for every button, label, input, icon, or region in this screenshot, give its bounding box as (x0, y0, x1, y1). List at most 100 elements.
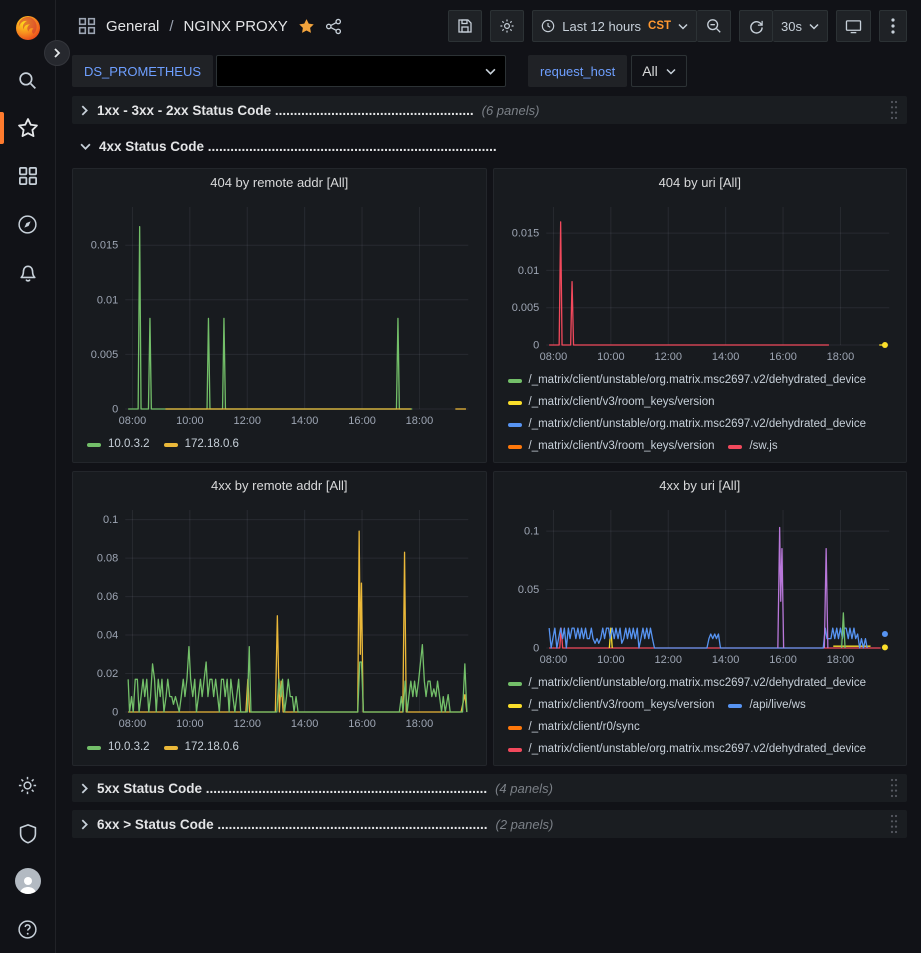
legend-item[interactable]: /_matrix/client/unstable/org.matrix.msc2… (508, 370, 867, 391)
panel-title[interactable]: 4xx by remote addr [All] (83, 478, 476, 500)
row-panel-count: (2 panels) (495, 817, 553, 832)
timeseries-plot[interactable]: 00.050.108:0010:0012:0014:0016:0018:00 (504, 500, 897, 669)
sidebar-item-help[interactable] (0, 905, 56, 953)
variable-value-request-host[interactable]: All (631, 55, 687, 87)
refresh-button[interactable] (739, 10, 773, 42)
breadcrumb-dashboard-title[interactable]: NGINX PROXY (184, 18, 288, 35)
share-icon[interactable] (325, 18, 342, 35)
sidebar-item-configuration[interactable] (0, 761, 56, 809)
time-controls-group: Last 12 hours CST (532, 10, 731, 42)
alerting-bell-icon (18, 262, 38, 283)
svg-text:0.005: 0.005 (91, 349, 119, 361)
grafana-logo-icon (13, 13, 43, 43)
svg-text:0.08: 0.08 (97, 553, 118, 565)
legend-item[interactable]: 10.0.3.2 (87, 737, 150, 758)
timeseries-plot[interactable]: 00.020.040.060.080.108:0010:0012:0014:00… (83, 500, 476, 733)
row-6xx[interactable]: 6xx > Status Code ......................… (72, 810, 907, 838)
row-title: 6xx > Status Code ......................… (97, 817, 487, 832)
svg-text:0: 0 (533, 340, 539, 352)
panel-title[interactable]: 4xx by uri [All] (504, 478, 897, 500)
chevron-right-icon (80, 105, 89, 116)
gear-icon (17, 775, 38, 796)
row-title: 1xx - 3xx - 2xx Status Code ............… (97, 103, 474, 118)
drag-handle-icon[interactable] (889, 777, 899, 799)
legend-item[interactable]: /_matrix/client/r0/sync (508, 717, 640, 738)
sidebar-item-server-admin[interactable] (0, 809, 56, 857)
svg-text:18:00: 18:00 (406, 415, 434, 427)
legend-swatch (508, 423, 522, 427)
svg-text:0: 0 (112, 707, 118, 719)
variable-value-ds-prometheus-redacted[interactable] (216, 55, 506, 87)
svg-text:0.04: 0.04 (97, 630, 118, 642)
row-title: 5xx Status Code ........................… (97, 781, 487, 796)
legend-swatch (164, 443, 178, 447)
legend-item[interactable]: /api/live/ws (728, 695, 805, 716)
legend-item[interactable]: /_matrix/client/v3/room_keys/version (508, 436, 715, 457)
svg-text:0.01: 0.01 (97, 294, 118, 306)
toolbar: Last 12 hours CST 30s (448, 10, 907, 42)
legend-item[interactable]: /_matrix/client/unstable/org.matrix.msc2… (508, 414, 867, 435)
refresh-interval-picker[interactable]: 30s (773, 10, 828, 42)
sidebar-item-profile[interactable] (0, 857, 56, 905)
kebab-menu-button[interactable] (879, 10, 907, 42)
svg-text:14:00: 14:00 (711, 351, 739, 363)
legend-swatch (508, 379, 522, 383)
cycle-view-mode-button[interactable] (836, 10, 871, 42)
drag-handle-icon[interactable] (889, 813, 899, 835)
dashboard-body: 1xx - 3xx - 2xx Status Code ............… (56, 90, 921, 838)
row-5xx[interactable]: 5xx Status Code ........................… (72, 774, 907, 802)
breadcrumb-section[interactable]: General (106, 18, 159, 35)
sidebar-item-alerting[interactable] (0, 248, 56, 296)
zoom-out-button[interactable] (697, 10, 731, 42)
legend-item[interactable]: 172.18.0.6 (164, 737, 239, 758)
panel-legend: /_matrix/client/unstable/org.matrix.msc2… (504, 366, 897, 458)
chevron-down-icon (80, 142, 91, 151)
legend-item[interactable]: /_matrix/client/unstable/org.matrix.msc2… (508, 673, 867, 694)
row-1xx-3xx-2xx[interactable]: 1xx - 3xx - 2xx Status Code ............… (72, 96, 907, 124)
save-icon (457, 18, 473, 34)
dashboards-grid-icon (18, 166, 38, 186)
sidebar-item-starred[interactable] (0, 104, 56, 152)
refresh-interval-label: 30s (781, 19, 802, 34)
legend-swatch (508, 401, 522, 405)
svg-text:0.05: 0.05 (517, 584, 538, 596)
timeseries-plot[interactable]: 00.0050.010.01508:0010:0012:0014:0016:00… (83, 197, 476, 430)
shield-icon (18, 823, 38, 844)
sidebar-expand-button[interactable] (44, 40, 70, 66)
variable-label-ds-prometheus[interactable]: DS_PROMETHEUS (72, 55, 213, 87)
svg-text:10:00: 10:00 (176, 415, 204, 427)
help-icon (17, 919, 38, 940)
star-filled-icon[interactable] (298, 18, 315, 35)
row-4xx[interactable]: 4xx Status Code ........................… (72, 132, 907, 160)
svg-text:0.06: 0.06 (97, 591, 118, 603)
legend-item[interactable]: 10.0.3.2 (87, 434, 150, 455)
svg-text:16:00: 16:00 (348, 415, 376, 427)
sidebar-item-dashboards[interactable] (0, 152, 56, 200)
panel-title[interactable]: 404 by remote addr [All] (83, 175, 476, 197)
svg-text:08:00: 08:00 (119, 718, 147, 730)
legend-swatch (508, 704, 522, 708)
sidebar-item-explore[interactable] (0, 200, 56, 248)
legend-item[interactable]: /_matrix/client/unstable/org.matrix.msc2… (508, 739, 867, 760)
drag-handle-icon[interactable] (889, 99, 899, 121)
legend-item[interactable]: 172.18.0.6 (164, 434, 239, 455)
sidebar-item-search[interactable] (0, 56, 56, 104)
panel-title[interactable]: 404 by uri [All] (504, 175, 897, 197)
dashboard-settings-button[interactable] (490, 10, 524, 42)
svg-text:08:00: 08:00 (539, 654, 567, 666)
zoom-out-icon (706, 18, 722, 34)
legend-item[interactable]: /sw.js (728, 436, 777, 457)
svg-text:10:00: 10:00 (597, 351, 625, 363)
save-dashboard-button[interactable] (448, 10, 482, 42)
apps-grid-icon (78, 17, 96, 35)
legend-item[interactable]: /_matrix/client/v3/room_keys/version (508, 695, 715, 716)
timeseries-plot[interactable]: 00.0050.010.01508:0010:0012:0014:0016:00… (504, 197, 897, 366)
svg-text:16:00: 16:00 (769, 351, 797, 363)
time-range-picker[interactable]: Last 12 hours CST (532, 10, 697, 42)
svg-text:12:00: 12:00 (233, 415, 261, 427)
legend-swatch (164, 746, 178, 750)
variable-request-host: request_host All (528, 55, 687, 87)
legend-item[interactable]: /_matrix/client/v3/room_keys/version (508, 392, 715, 413)
variable-label-request-host[interactable]: request_host (528, 55, 627, 87)
legend-swatch (728, 704, 742, 708)
